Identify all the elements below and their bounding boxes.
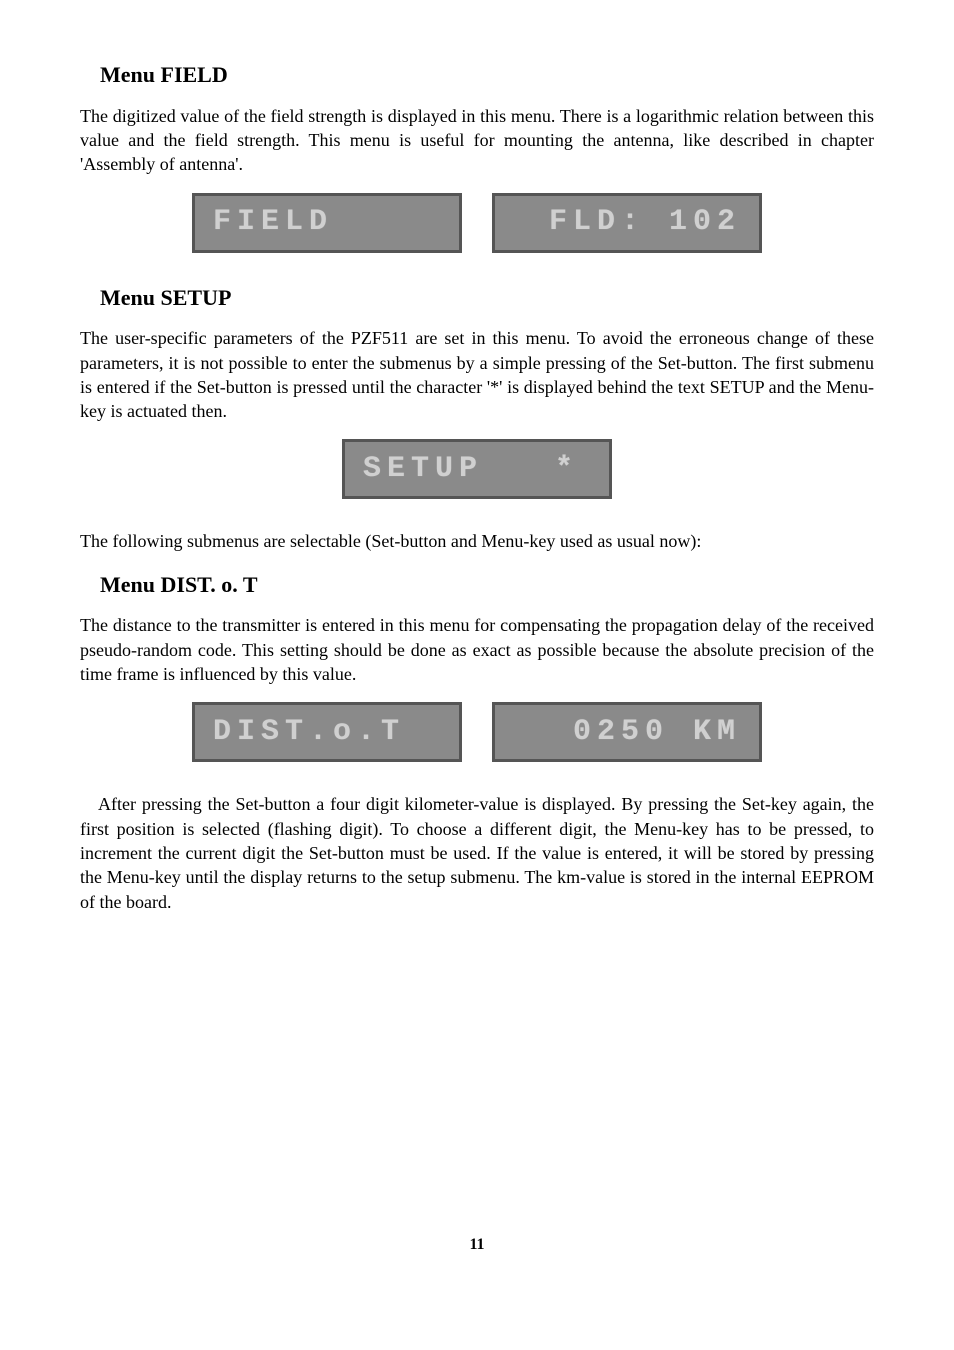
heading-field: Menu FIELD [80, 60, 874, 90]
para-setup: The user-specific parameters of the PZF5… [80, 326, 874, 423]
lcd-text: FIELD [213, 202, 333, 243]
lcd-setup: SETUP * [342, 439, 612, 499]
para-setup-2: The following submenus are selectable (S… [80, 529, 874, 553]
lcd-row-field: FIELD FLD: 102 [80, 193, 874, 253]
para-dist-2: After pressing the Set-button a four dig… [80, 792, 874, 913]
lcd-row-dist: DIST.o.T 0250 KM [80, 702, 874, 762]
lcd-text: DIST.o.T [213, 712, 405, 753]
heading-dist: Menu DIST. o. T [80, 570, 874, 600]
lcd-text: 0250 KM [573, 712, 741, 753]
page-number: 11 [80, 1234, 874, 1256]
lcd-field-left: FIELD [192, 193, 462, 253]
heading-setup: Menu SETUP [80, 283, 874, 313]
lcd-row-setup: SETUP * [80, 439, 874, 499]
lcd-dist-left: DIST.o.T [192, 702, 462, 762]
lcd-dist-right: 0250 KM [492, 702, 762, 762]
lcd-field-right: FLD: 102 [492, 193, 762, 253]
lcd-text: SETUP * [363, 449, 579, 490]
para-dist: The distance to the transmitter is enter… [80, 613, 874, 686]
lcd-text: FLD: 102 [549, 202, 741, 243]
para-field: The digitized value of the field strengt… [80, 104, 874, 177]
